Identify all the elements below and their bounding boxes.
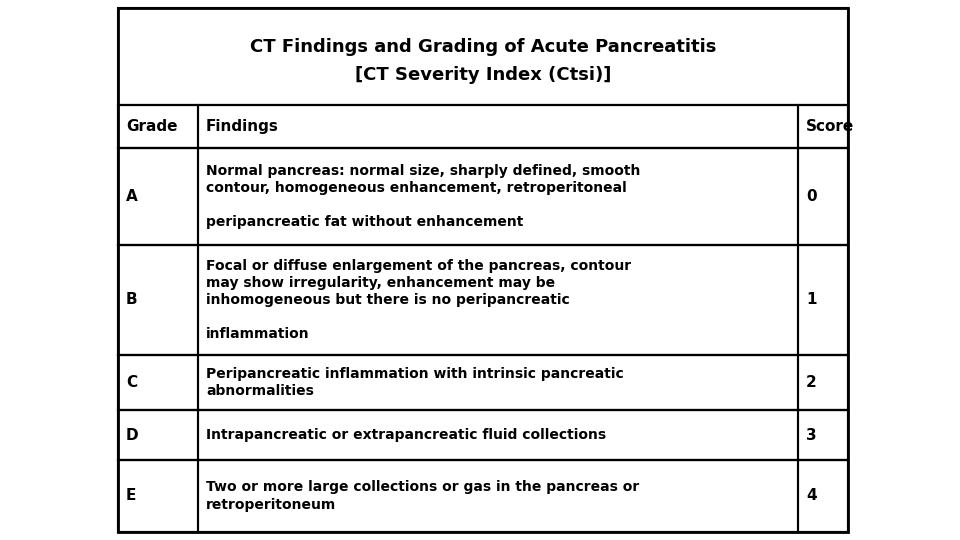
Bar (118, 355, 848, 410)
Bar (798, 148, 848, 245)
Text: Intrapancreatic or extrapancreatic fluid collections: Intrapancreatic or extrapancreatic fluid… (206, 428, 606, 442)
Text: Focal or diffuse enlargement of the pancreas, contour: Focal or diffuse enlargement of the panc… (206, 259, 631, 273)
Text: abnormalities: abnormalities (206, 384, 314, 398)
Bar (198, 460, 798, 532)
Bar (118, 460, 198, 532)
Bar (118, 105, 198, 148)
Text: 0: 0 (806, 189, 817, 204)
Bar (798, 355, 848, 410)
Bar (198, 355, 798, 410)
Text: peripancreatic fat without enhancement: peripancreatic fat without enhancement (206, 215, 523, 229)
Text: Peripancreatic inflammation with intrinsic pancreatic: Peripancreatic inflammation with intrins… (206, 367, 624, 381)
Bar (798, 410, 848, 460)
Text: D: D (126, 428, 138, 442)
Text: CT Findings and Grading of Acute Pancreatitis: CT Findings and Grading of Acute Pancrea… (250, 37, 716, 56)
Bar (198, 410, 798, 460)
Bar (798, 105, 848, 148)
Bar (118, 245, 848, 355)
Bar (118, 245, 198, 355)
Text: Normal pancreas: normal size, sharply defined, smooth: Normal pancreas: normal size, sharply de… (206, 164, 640, 178)
Text: 2: 2 (806, 375, 817, 390)
Bar (118, 8, 848, 532)
Text: inhomogeneous but there is no peripancreatic: inhomogeneous but there is no peripancre… (206, 293, 569, 307)
Text: may show irregularity, enhancement may be: may show irregularity, enhancement may b… (206, 276, 555, 290)
Text: B: B (126, 293, 137, 307)
Bar (118, 410, 848, 460)
Bar (118, 355, 198, 410)
Text: 1: 1 (806, 293, 817, 307)
Bar (118, 8, 848, 105)
Text: Score: Score (806, 119, 854, 134)
Bar (198, 148, 798, 245)
Text: [CT Severity Index (Ctsi)]: [CT Severity Index (Ctsi)] (355, 65, 612, 84)
Text: contour, homogeneous enhancement, retroperitoneal: contour, homogeneous enhancement, retrop… (206, 181, 627, 195)
Text: C: C (126, 375, 137, 390)
Text: inflammation: inflammation (206, 327, 310, 341)
Text: Findings: Findings (206, 119, 278, 134)
Bar (798, 245, 848, 355)
Bar (118, 410, 198, 460)
Text: Two or more large collections or gas in the pancreas or: Two or more large collections or gas in … (206, 481, 639, 495)
Text: Grade: Grade (126, 119, 178, 134)
Text: 4: 4 (806, 489, 817, 503)
Text: E: E (126, 489, 136, 503)
Text: 3: 3 (806, 428, 817, 442)
Text: retroperitoneum: retroperitoneum (206, 497, 336, 511)
Bar (198, 105, 798, 148)
Bar (118, 148, 198, 245)
Bar (198, 245, 798, 355)
Bar (118, 148, 848, 245)
Text: A: A (126, 189, 137, 204)
Bar (118, 105, 848, 148)
Bar (118, 460, 848, 532)
Bar (798, 460, 848, 532)
